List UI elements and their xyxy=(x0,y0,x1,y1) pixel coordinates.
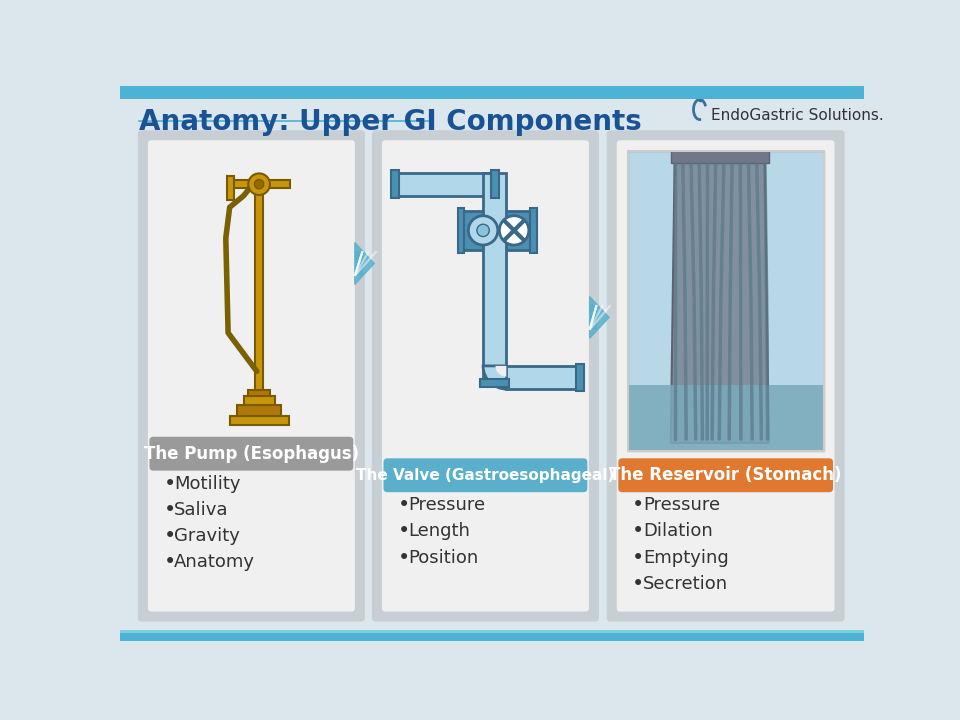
Text: Dilation: Dilation xyxy=(643,523,713,541)
Circle shape xyxy=(468,216,498,245)
Bar xyxy=(506,366,578,389)
Bar xyxy=(237,405,281,416)
Bar xyxy=(628,151,824,451)
Bar xyxy=(392,171,399,198)
Text: The Valve (Gastroesophageal): The Valve (Gastroesophageal) xyxy=(356,468,614,482)
Bar xyxy=(255,192,263,395)
Text: Position: Position xyxy=(408,549,478,567)
Bar xyxy=(228,179,290,188)
Text: Pressure: Pressure xyxy=(643,496,720,514)
Text: •: • xyxy=(397,521,410,541)
Text: •: • xyxy=(397,495,410,516)
Text: Anatomy: Upper GI Components: Anatomy: Upper GI Components xyxy=(139,108,642,136)
Text: Saliva: Saliva xyxy=(175,501,228,519)
Bar xyxy=(628,384,824,451)
Bar xyxy=(227,176,234,199)
Bar xyxy=(576,364,585,391)
Bar xyxy=(355,251,363,276)
Wedge shape xyxy=(495,366,506,377)
Bar xyxy=(458,208,464,253)
Text: Motility: Motility xyxy=(175,474,241,492)
Polygon shape xyxy=(355,243,374,284)
Circle shape xyxy=(477,224,490,237)
Text: •: • xyxy=(633,548,644,567)
Text: •: • xyxy=(163,552,176,572)
Bar xyxy=(483,173,506,385)
Text: Emptying: Emptying xyxy=(643,549,729,567)
FancyBboxPatch shape xyxy=(382,140,588,611)
FancyBboxPatch shape xyxy=(607,130,845,621)
Bar xyxy=(480,379,510,387)
FancyBboxPatch shape xyxy=(616,140,834,611)
Polygon shape xyxy=(589,297,609,338)
FancyBboxPatch shape xyxy=(618,459,833,492)
Text: •: • xyxy=(397,548,410,567)
FancyBboxPatch shape xyxy=(138,130,365,621)
Text: •: • xyxy=(163,500,176,520)
Text: •: • xyxy=(633,495,644,516)
Text: •: • xyxy=(163,474,176,494)
Circle shape xyxy=(254,179,264,189)
FancyBboxPatch shape xyxy=(148,140,355,611)
FancyBboxPatch shape xyxy=(383,459,588,492)
Text: Gravity: Gravity xyxy=(175,527,240,545)
Text: Secretion: Secretion xyxy=(643,575,729,593)
Text: The Reservoir (Stomach): The Reservoir (Stomach) xyxy=(610,467,842,485)
Polygon shape xyxy=(671,161,769,443)
Text: Anatomy: Anatomy xyxy=(175,553,255,571)
Wedge shape xyxy=(483,366,506,389)
FancyBboxPatch shape xyxy=(120,630,864,633)
Text: •: • xyxy=(633,574,644,594)
FancyBboxPatch shape xyxy=(372,130,599,621)
Bar xyxy=(628,151,824,451)
Bar xyxy=(491,171,498,198)
Bar xyxy=(229,416,289,426)
Text: EndoGastric Solutions.: EndoGastric Solutions. xyxy=(710,108,883,123)
FancyBboxPatch shape xyxy=(150,437,353,471)
Text: •: • xyxy=(163,526,176,546)
Bar xyxy=(397,173,493,196)
Circle shape xyxy=(499,216,529,245)
Bar xyxy=(530,208,537,253)
Circle shape xyxy=(249,174,270,195)
Text: Length: Length xyxy=(408,523,470,541)
Text: •: • xyxy=(633,521,644,541)
Bar xyxy=(244,396,275,405)
FancyBboxPatch shape xyxy=(120,633,864,641)
Text: The Pump (Esophagus): The Pump (Esophagus) xyxy=(144,445,359,463)
Text: Pressure: Pressure xyxy=(408,496,486,514)
Bar xyxy=(589,305,596,330)
Bar xyxy=(249,390,270,396)
Bar xyxy=(462,211,532,250)
Bar xyxy=(671,151,769,163)
FancyBboxPatch shape xyxy=(120,86,864,99)
